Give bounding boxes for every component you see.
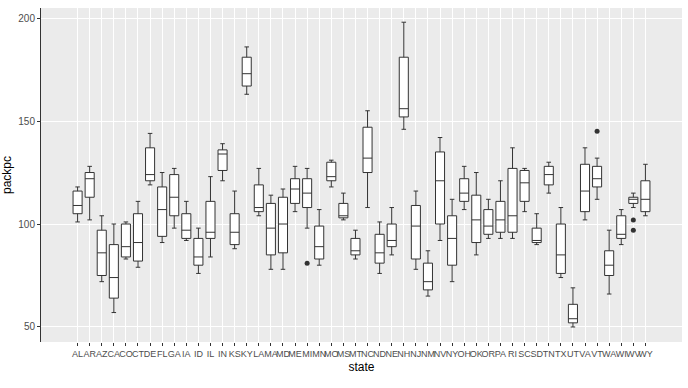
svg-text:WV: WV [626,349,641,359]
svg-text:OK: OK [470,349,483,359]
svg-text:FL: FL [157,349,168,359]
svg-text:NM: NM [421,349,435,359]
svg-text:NE: NE [385,349,398,359]
svg-text:OH: OH [457,349,471,359]
svg-text:MD: MD [276,349,290,359]
svg-text:NC: NC [361,349,374,359]
svg-text:CT: CT [132,349,144,359]
svg-text:TN: TN [543,349,555,359]
svg-text:IN: IN [218,349,227,359]
svg-text:SC: SC [518,349,531,359]
svg-text:NV: NV [434,349,447,359]
svg-text:LA: LA [253,349,264,359]
svg-text:AL: AL [72,349,83,359]
svg-text:IA: IA [182,349,191,359]
svg-text:VA: VA [579,349,590,359]
svg-text:CA: CA [108,349,121,359]
svg-text:TX: TX [555,349,567,359]
svg-text:WI: WI [616,349,627,359]
svg-text:VT: VT [591,349,603,359]
svg-text:50: 50 [24,321,36,332]
svg-text:KS: KS [229,349,241,359]
svg-text:DE: DE [144,349,157,359]
svg-text:OR: OR [482,349,496,359]
svg-text:AR: AR [83,349,96,359]
svg-text:state: state [348,360,374,374]
svg-text:MS: MS [337,349,351,359]
svg-text:MN: MN [312,349,326,359]
svg-text:MO: MO [324,349,339,359]
svg-text:NH: NH [397,349,410,359]
svg-text:CO: CO [119,349,133,359]
svg-text:100: 100 [18,219,35,230]
svg-text:200: 200 [18,13,35,24]
svg-text:MI: MI [302,349,312,359]
svg-text:GA: GA [168,349,181,359]
svg-text:PA: PA [495,349,506,359]
svg-text:MT: MT [349,349,362,359]
svg-text:WA: WA [602,349,616,359]
svg-text:IL: IL [207,349,215,359]
svg-text:MA: MA [264,349,278,359]
svg-text:AZ: AZ [96,349,108,359]
svg-text:ID: ID [194,349,204,359]
svg-text:ME: ME [288,349,302,359]
svg-text:NY: NY [446,349,459,359]
svg-text:150: 150 [18,116,35,127]
svg-text:WY: WY [638,349,653,359]
svg-text:ND: ND [373,349,386,359]
svg-text:UT: UT [567,349,579,359]
svg-text:SD: SD [530,349,543,359]
svg-text:packpc: packpc [0,156,14,194]
svg-text:KY: KY [241,349,253,359]
svg-text:RI: RI [508,349,517,359]
svg-text:NJ: NJ [410,349,421,359]
